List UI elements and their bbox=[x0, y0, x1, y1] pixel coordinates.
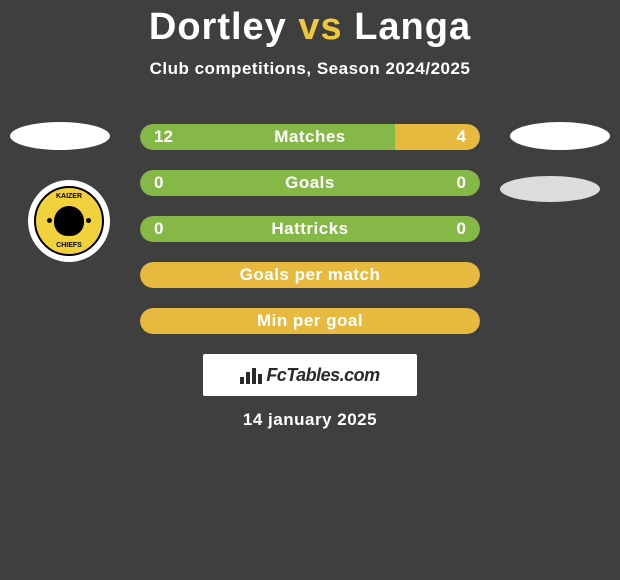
kaizer-chiefs-badge: KAIZER CHIEFS bbox=[34, 186, 104, 256]
subtitle: Club competitions, Season 2024/2025 bbox=[0, 59, 620, 79]
badge-text-top: KAIZER bbox=[56, 193, 82, 200]
player1-club-badge: KAIZER CHIEFS bbox=[28, 180, 110, 262]
stat-label: Min per goal bbox=[140, 311, 480, 331]
stat-row: Goals per match bbox=[140, 262, 480, 288]
badge-text-bottom: CHIEFS bbox=[56, 242, 82, 249]
stat-label: Goals bbox=[140, 173, 480, 193]
stat-label: Goals per match bbox=[140, 265, 480, 285]
date-text: 14 january 2025 bbox=[0, 410, 620, 430]
stat-row: 00Goals bbox=[140, 170, 480, 196]
stat-label: Hattricks bbox=[140, 219, 480, 239]
stat-row: 124Matches bbox=[140, 124, 480, 150]
watermark[interactable]: FcTables.com bbox=[203, 354, 417, 396]
player1-name: Dortley bbox=[149, 6, 287, 48]
stat-row: Min per goal bbox=[140, 308, 480, 334]
stats-container: 124Matches 00Goals 00Hattricks Goals per ma… bbox=[140, 124, 480, 354]
player2-club-avatar bbox=[500, 176, 600, 202]
player1-avatar bbox=[10, 122, 110, 150]
comparison-title: Dortley vs Langa bbox=[0, 0, 620, 49]
stat-row: 00Hattricks bbox=[140, 216, 480, 242]
watermark-text: FcTables.com bbox=[266, 365, 379, 386]
stat-label: Matches bbox=[140, 127, 480, 147]
vs-text: vs bbox=[298, 6, 342, 48]
player2-avatar bbox=[510, 122, 610, 150]
badge-head-icon bbox=[54, 206, 84, 236]
player2-name: Langa bbox=[354, 6, 471, 48]
chart-icon bbox=[240, 366, 262, 384]
